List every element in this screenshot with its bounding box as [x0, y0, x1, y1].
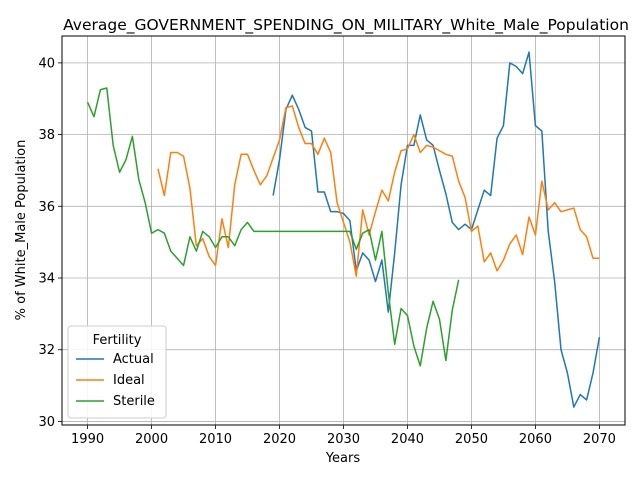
y-tick-label: 38	[38, 128, 55, 143]
series-line-ideal	[157, 105, 600, 277]
series-line-actual	[272, 51, 601, 408]
series-lines	[86, 51, 601, 408]
legend-label-actual: Actual	[113, 352, 154, 367]
y-tick-label: 36	[38, 200, 55, 215]
x-tick-label: 1990	[71, 432, 104, 447]
y-axis-label: % of White_Male Population	[14, 140, 29, 321]
x-tick-label: 2010	[199, 432, 232, 447]
grid-lines	[62, 36, 625, 425]
x-axis-label: Years	[325, 451, 361, 466]
x-tick-label: 2030	[327, 432, 360, 447]
x-tick-label: 2050	[455, 432, 488, 447]
legend-frame	[67, 325, 167, 419]
y-tick-label: 30	[38, 415, 55, 430]
series-line-sterile	[86, 87, 460, 367]
axis-ticks: 1990 2000 2010 2020 2030 2040 2050 2060 2070 30 32…	[38, 56, 616, 447]
chart-title: Average_GOVERNMENT_SPENDING_ON_MILITARY_…	[63, 16, 629, 35]
legend: Fertility Actual Ideal Sterile	[67, 325, 167, 419]
legend-label-sterile: Sterile	[113, 394, 155, 409]
x-tick-label: 2020	[263, 432, 296, 447]
legend-title: Fertility	[93, 333, 142, 348]
y-tick-label: 34	[38, 272, 55, 287]
x-tick-label: 2070	[583, 432, 616, 447]
legend-entries: Actual Ideal Sterile	[76, 352, 155, 409]
legend-label-ideal: Ideal	[113, 373, 145, 388]
x-tick-label: 2060	[519, 432, 552, 447]
y-tick-label: 32	[38, 343, 55, 358]
y-tick-label: 40	[38, 56, 55, 71]
x-tick-label: 2040	[391, 432, 424, 447]
x-tick-label: 2000	[135, 432, 168, 447]
